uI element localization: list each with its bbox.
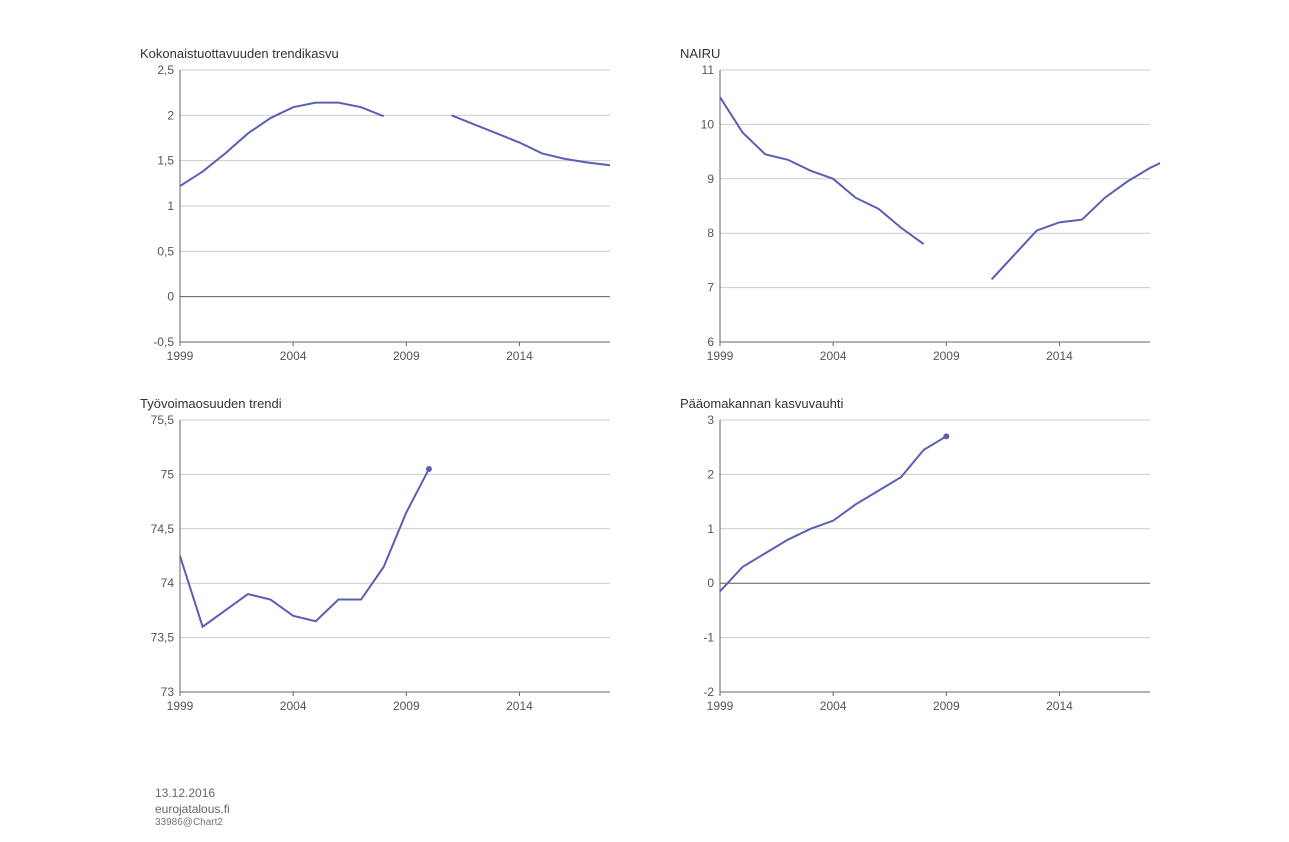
- panel-participation-svg: 73 73,5 74 74,5 75 75,5 1999 2004 2009 2014: [140, 410, 620, 720]
- svg-text:2014: 2014: [506, 699, 533, 713]
- svg-text:8: 8: [707, 226, 714, 240]
- svg-text:0,5: 0,5: [157, 244, 174, 258]
- svg-text:2014: 2014: [506, 349, 533, 363]
- svg-text:1999: 1999: [707, 699, 734, 713]
- panel-nairu: 6 7 8 9 10 11 1999 2004 2009 2014: [680, 60, 1160, 370]
- svg-text:73,5: 73,5: [151, 631, 175, 645]
- panel-capital-svg: -2 -1 0 1 2 3 1999 2004 2009 2014: [680, 410, 1160, 720]
- footer-site: eurojatalous.fi: [155, 801, 230, 817]
- svg-text:2009: 2009: [393, 699, 420, 713]
- svg-text:75,5: 75,5: [151, 413, 175, 427]
- svg-text:2: 2: [167, 108, 174, 122]
- svg-text:2004: 2004: [820, 699, 847, 713]
- svg-text:2009: 2009: [933, 699, 960, 713]
- panel-participation: 73 73,5 74 74,5 75 75,5 1999 2004 2009 2014: [140, 410, 620, 720]
- svg-text:2: 2: [707, 467, 714, 481]
- panel-capital-title: Pääomakannan kasvuvauhti: [680, 396, 843, 411]
- svg-text:74,5: 74,5: [151, 522, 175, 536]
- svg-text:9: 9: [707, 172, 714, 186]
- panel-nairu-svg: 6 7 8 9 10 11 1999 2004 2009 2014: [680, 60, 1160, 370]
- panel-capital: -2 -1 0 1 2 3 1999 2004 2009 2014: [680, 410, 1160, 720]
- svg-text:2,5: 2,5: [157, 63, 174, 77]
- footer: 13.12.2016 eurojatalous.fi 33986@Chart2: [155, 785, 230, 828]
- panel-tfp-svg: -0,5 0 0,5 1 1,5 2 2,5 1999 2004 2009 2014: [140, 60, 620, 370]
- svg-text:11: 11: [702, 63, 715, 77]
- svg-text:1999: 1999: [707, 349, 734, 363]
- svg-text:73: 73: [161, 685, 175, 699]
- svg-text:-0,5: -0,5: [153, 335, 174, 349]
- svg-text:2004: 2004: [280, 349, 307, 363]
- svg-text:2009: 2009: [933, 349, 960, 363]
- svg-text:2004: 2004: [280, 699, 307, 713]
- svg-text:1999: 1999: [167, 349, 194, 363]
- panel-tfp-title: Kokonaistuottavuuden trendikasvu: [140, 46, 339, 61]
- svg-text:0: 0: [707, 576, 714, 590]
- svg-text:1: 1: [707, 522, 714, 536]
- svg-text:10: 10: [701, 117, 715, 131]
- svg-text:74: 74: [161, 576, 175, 590]
- svg-text:-1: -1: [703, 631, 714, 645]
- footer-code: 33986@Chart2: [155, 817, 230, 828]
- panel-nairu-title: NAIRU: [680, 46, 720, 61]
- footer-date: 13.12.2016: [155, 785, 230, 801]
- svg-text:0: 0: [167, 290, 174, 304]
- svg-text:1,5: 1,5: [157, 154, 174, 168]
- svg-text:7: 7: [707, 281, 714, 295]
- svg-text:1999: 1999: [167, 699, 194, 713]
- panel-tfp: -0,5 0 0,5 1 1,5 2 2,5 1999 2004 2009 2014: [140, 60, 620, 370]
- svg-text:2014: 2014: [1046, 349, 1073, 363]
- svg-text:-2: -2: [703, 685, 714, 699]
- svg-text:2014: 2014: [1046, 699, 1073, 713]
- chart-page: Kokonaistuottavuuden trendikasvu -0,5 0 0,…: [0, 0, 1289, 842]
- svg-text:2009: 2009: [393, 349, 420, 363]
- svg-text:75: 75: [161, 467, 175, 481]
- svg-text:2004: 2004: [820, 349, 847, 363]
- svg-text:1: 1: [167, 199, 174, 213]
- svg-text:3: 3: [707, 413, 714, 427]
- panel-participation-title: Työvoimaosuuden trendi: [140, 396, 282, 411]
- svg-text:6: 6: [707, 335, 714, 349]
